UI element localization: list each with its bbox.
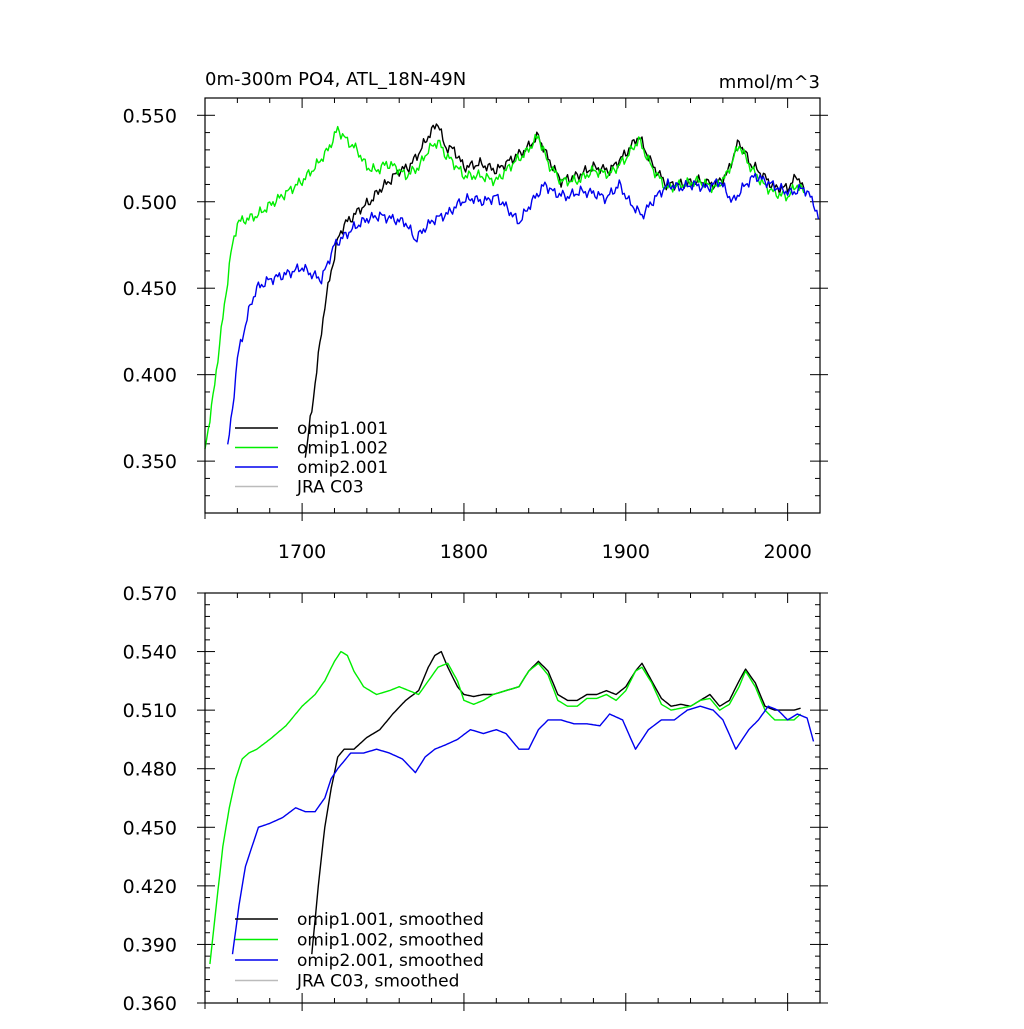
top-x-tick-label: 1900 (602, 541, 650, 563)
bottom-panel-series (209, 650, 815, 965)
bottom-y-tick-label: 0.390 (123, 934, 177, 956)
top-panel-series (204, 123, 820, 458)
bottom-legend-label: omip1.001, smoothed (297, 910, 484, 930)
top-x-tick-label: 1700 (278, 541, 326, 563)
bottom-y-tick-label: 0.450 (123, 817, 177, 839)
bottom-y-tick-label: 0.570 (123, 583, 177, 605)
bottom-series-line-1 (311, 650, 801, 955)
top-y-tick-label: 0.450 (123, 278, 177, 300)
top-x-tick-label: 1800 (440, 541, 488, 563)
bottom-legend-label: omip1.002, smoothed (297, 931, 484, 951)
top-legend-label: omip2.001 (297, 458, 388, 478)
bottom-series-line-2 (209, 650, 802, 965)
top-legend-label: omip1.001 (297, 419, 388, 439)
top-panel-ticks: 1700 1800 1900 2000 0.350 0.400 0.450 0.500 0.55… (123, 97, 828, 563)
bottom-panel: 0.360 0.390 0.420 0.450 0.480 0.510 0.540 0.570… (123, 583, 828, 1015)
bottom-legend-label: omip2.001, smoothed (297, 951, 484, 971)
top-y-tick-label: 0.550 (123, 105, 177, 127)
top-series-line-3 (227, 172, 820, 445)
top-panel-frame (204, 97, 821, 514)
bottom-y-tick-label: 0.480 (123, 759, 177, 781)
bottom-y-tick-label: 0.540 (123, 642, 177, 664)
bottom-y-tick-label: 0.510 (123, 700, 177, 722)
top-legend-label: JRA C03 (296, 478, 364, 498)
bottom-y-tick-label: 0.420 (123, 876, 177, 898)
top-panel: 0m-300m PO4, ATL_18N-49N mmol/m^3 1700 18… (123, 69, 828, 563)
bottom-series-line-3 (231, 705, 815, 955)
top-y-tick-label: 0.350 (123, 451, 177, 473)
bottom-legend-label: JRA C03, smoothed (296, 972, 459, 992)
top-legend-label: omip1.002 (297, 439, 388, 459)
top-x-tick-label: 2000 (763, 541, 811, 563)
top-series-line-1 (304, 123, 805, 458)
bottom-panel-frame (204, 592, 821, 1004)
top-panel-units: mmol/m^3 (719, 72, 820, 93)
bottom-y-tick-label: 0.360 (123, 993, 177, 1015)
top-y-tick-label: 0.400 (123, 365, 177, 387)
top-panel-title: 0m-300m PO4, ATL_18N-49N (205, 69, 466, 90)
top-y-tick-label: 0.500 (123, 192, 177, 214)
bottom-panel-ticks: 0.360 0.390 0.420 0.450 0.480 0.510 0.540 0.570 (123, 583, 828, 1015)
